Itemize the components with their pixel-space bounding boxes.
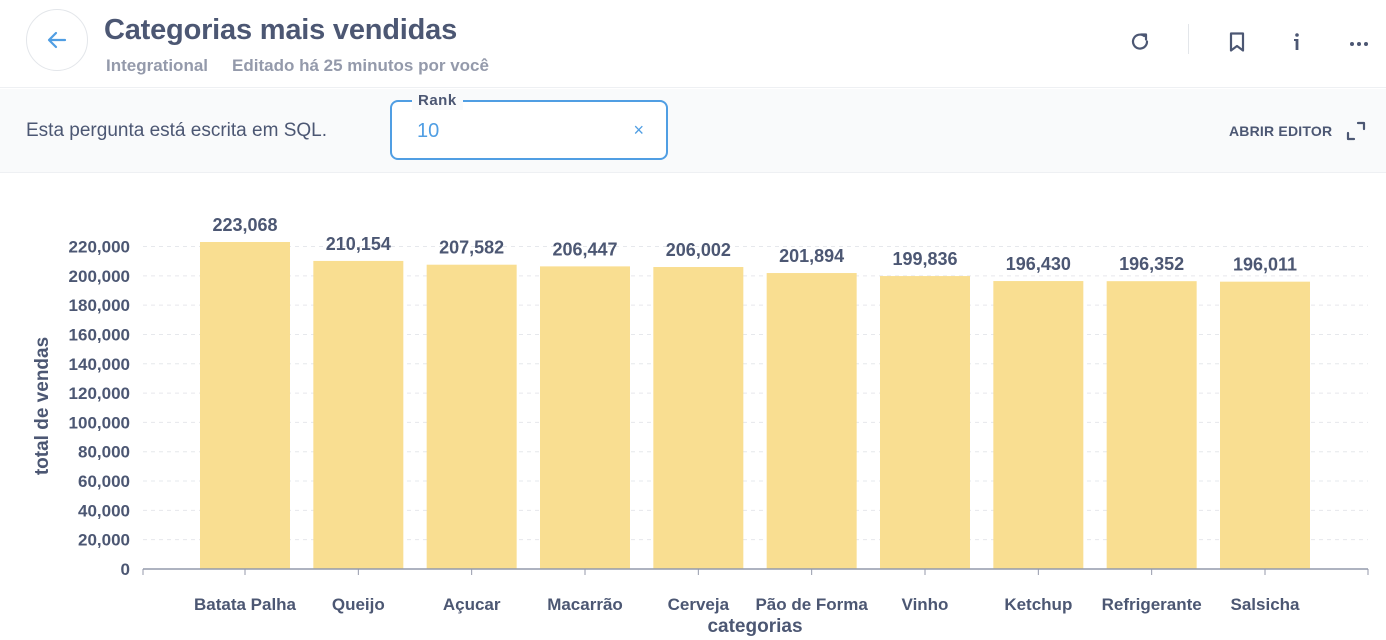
data-label: 196,430	[1006, 254, 1071, 274]
collection-link[interactable]: Integrational	[106, 56, 209, 75]
data-label: 206,447	[552, 239, 617, 259]
x-tick-label: Batata Palha	[194, 595, 297, 614]
y-tick-label: 20,000	[78, 531, 130, 550]
x-tick-label: Refrigerante	[1102, 595, 1202, 614]
bar[interactable]	[653, 267, 744, 569]
x-tick-label: Ketchup	[1004, 595, 1072, 614]
info-button[interactable]	[1281, 26, 1313, 58]
data-label: 196,011	[1233, 255, 1297, 275]
y-tick-label: 100,000	[69, 413, 130, 432]
y-tick-label: 120,000	[69, 384, 130, 403]
bar[interactable]	[540, 266, 630, 569]
refresh-icon	[1131, 33, 1149, 50]
refresh-button[interactable]	[1124, 26, 1156, 58]
y-tick-label: 160,000	[69, 325, 130, 344]
more-options-button[interactable]	[1343, 26, 1375, 58]
y-tick-label: 40,000	[78, 501, 130, 520]
x-tick-label: Cerveja	[668, 595, 730, 614]
rank-parameter-field[interactable]: Rank 10 ×	[390, 92, 668, 160]
clear-icon[interactable]: ×	[633, 120, 644, 140]
x-tick-label: Pão de Forma	[755, 595, 868, 614]
x-tick-label: Vinho	[902, 595, 949, 614]
open-editor-button[interactable]: ABRIR EDITOR	[1229, 123, 1333, 139]
data-label: 223,068	[212, 215, 277, 235]
y-tick-label: 60,000	[78, 472, 130, 491]
y-tick-label: 200,000	[69, 267, 130, 286]
sql-parameter-bar: Esta pergunta está escrita em SQL. Rank …	[0, 89, 1386, 173]
bar-chart: 0 20,000 40,000 60,000 80,000 100,000 120,000 1…	[32, 215, 1369, 637]
info-icon	[1294, 33, 1299, 50]
more-icon	[1350, 42, 1368, 46]
bookmark-button[interactable]	[1221, 26, 1253, 58]
data-label: 207,582	[439, 238, 504, 258]
data-label: 201,894	[779, 246, 844, 266]
bar[interactable]	[993, 281, 1084, 569]
bar[interactable]	[1106, 281, 1197, 569]
page-meta: Integrational Editado há 25 minutos por …	[106, 56, 489, 76]
y-tick-label: 0	[121, 560, 130, 579]
back-button[interactable]	[26, 9, 88, 71]
data-label: 199,836	[892, 249, 957, 269]
y-tick-label: 140,000	[69, 355, 130, 374]
expand-icon[interactable]	[1345, 120, 1367, 142]
x-tick-label: Queijo	[332, 595, 385, 614]
bar[interactable]	[313, 260, 404, 569]
back-arrow-icon	[47, 31, 67, 49]
parameter-value[interactable]: 10	[417, 120, 440, 142]
bar[interactable]	[200, 242, 290, 569]
sql-note: Esta pergunta está escrita em SQL.	[26, 120, 327, 141]
last-edited[interactable]: Editado há 25 minutos por você	[232, 56, 489, 75]
y-tick-label: 80,000	[78, 443, 130, 462]
x-axis-title: categorias	[707, 616, 802, 637]
bookmark-icon	[1229, 32, 1245, 52]
header-divider	[1188, 24, 1189, 54]
bar[interactable]	[426, 264, 517, 569]
bar[interactable]	[1220, 281, 1310, 569]
x-tick-label: Açucar	[443, 595, 501, 614]
bar[interactable]	[766, 273, 857, 569]
x-tick-label: Macarrão	[547, 595, 623, 614]
y-tick-label: 180,000	[69, 296, 130, 315]
y-axis-title: total de vendas	[32, 337, 53, 475]
y-tick-label: 220,000	[69, 238, 130, 257]
x-tick-label: Salsicha	[1231, 595, 1301, 614]
data-label: 196,352	[1119, 254, 1184, 274]
data-label: 210,154	[326, 234, 391, 254]
page-header: Categorias mais vendidas Integrational E…	[0, 0, 1386, 88]
data-label: 206,002	[666, 240, 731, 260]
bar[interactable]	[880, 276, 970, 569]
page-title: Categorias mais vendidas	[104, 14, 458, 46]
parameter-label: Rank	[412, 92, 463, 110]
